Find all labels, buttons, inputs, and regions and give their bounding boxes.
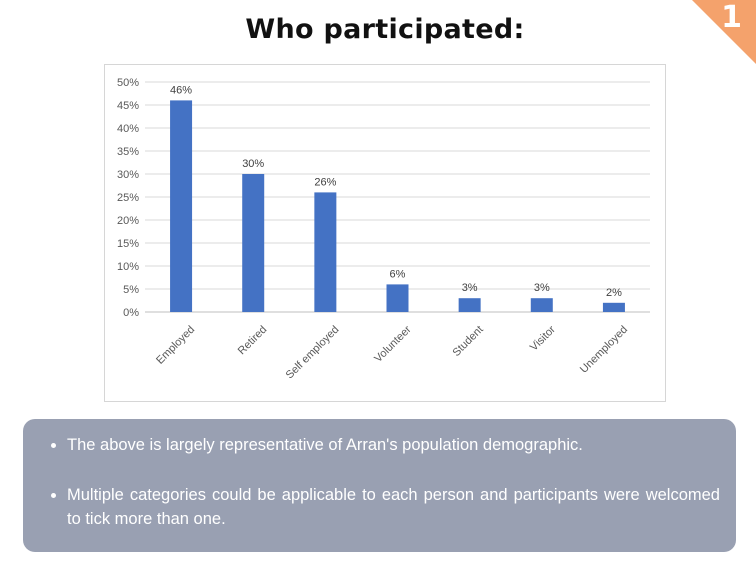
x-tick-label: Volunteer xyxy=(372,323,414,365)
page-number: 1 xyxy=(721,0,742,35)
x-tick-label: Self employed xyxy=(284,324,342,382)
data-label: 2% xyxy=(606,287,622,299)
data-label: 26% xyxy=(314,176,336,188)
x-tick-label: Employed xyxy=(154,324,197,367)
y-tick-label: 10% xyxy=(117,261,139,273)
bar-chart-svg: 0% 5% 10% 15% 20% 25% 30% 35% 40% 45% 50% 46% Employ… xyxy=(117,77,650,382)
data-label: 3% xyxy=(534,282,550,294)
bar xyxy=(530,298,553,312)
notes-panel: The above is largely representative of A… xyxy=(23,419,736,552)
data-label: 3% xyxy=(462,282,478,294)
y-tick-label: 0% xyxy=(123,307,139,319)
x-tick-label: Student xyxy=(450,324,485,359)
y-tick-label: 40% xyxy=(117,123,139,135)
y-tick-label: 15% xyxy=(117,238,139,250)
bar xyxy=(458,298,481,312)
corner-accent xyxy=(692,0,756,64)
y-tick-label: 35% xyxy=(117,146,139,158)
y-tick-label: 25% xyxy=(117,192,139,204)
page-title: Who participated: xyxy=(245,14,525,45)
y-tick-label: 50% xyxy=(117,77,139,89)
y-tick-label: 30% xyxy=(117,169,139,181)
note-item: Multiple categories could be applicable … xyxy=(67,483,720,531)
note-item: The above is largely representative of A… xyxy=(67,433,720,457)
data-label: 6% xyxy=(390,268,406,280)
x-tick-label: Unemployed xyxy=(578,324,630,376)
bar xyxy=(242,174,265,312)
y-tick-label: 5% xyxy=(123,284,139,296)
bar-chart: 0% 5% 10% 15% 20% 25% 30% 35% 40% 45% 50% 46% Employ… xyxy=(104,64,666,402)
bar xyxy=(602,302,625,312)
bar xyxy=(386,284,409,312)
bar xyxy=(314,192,337,312)
x-tick-label: Visitor xyxy=(528,323,558,353)
y-tick-label: 45% xyxy=(117,100,139,112)
y-tick-label: 20% xyxy=(117,215,139,227)
data-label: 30% xyxy=(242,158,264,170)
data-label: 46% xyxy=(170,84,192,96)
bar xyxy=(170,100,193,313)
x-tick-label: Retired xyxy=(236,324,270,358)
